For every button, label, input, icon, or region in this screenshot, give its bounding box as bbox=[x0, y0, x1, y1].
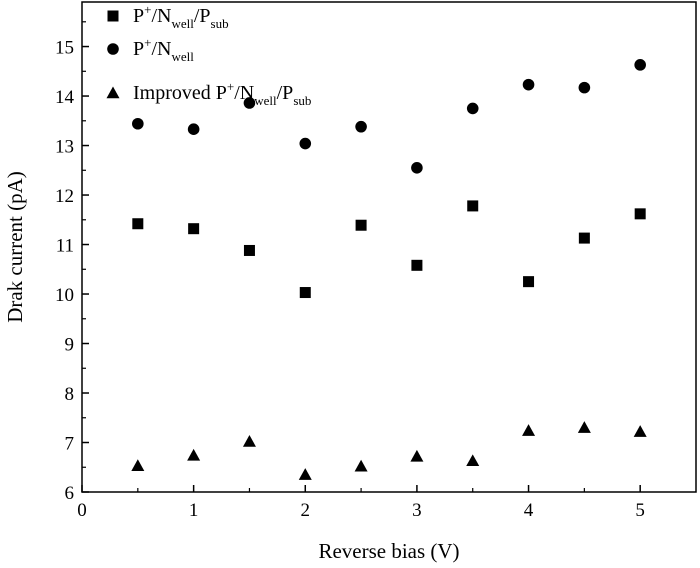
y-tick-label: 15 bbox=[55, 38, 74, 59]
data-point-triangle bbox=[242, 435, 256, 447]
data-point-triangle bbox=[522, 424, 536, 436]
legend-label: Improved P+​/Nwell​/Psub​ bbox=[133, 79, 311, 108]
data-point-square bbox=[523, 276, 535, 288]
y-tick-label: 14 bbox=[55, 87, 75, 108]
data-point-square bbox=[467, 200, 479, 212]
legend-label: P+​/Nwell​/Psub​ bbox=[133, 2, 229, 31]
x-tick-label: 5 bbox=[635, 500, 645, 521]
data-point-triangle bbox=[187, 448, 201, 461]
x-tick-label: 3 bbox=[412, 500, 422, 521]
data-point-square bbox=[578, 232, 590, 244]
data-point-circle bbox=[522, 78, 535, 91]
y-axis-title: Drak current (pA) bbox=[3, 171, 27, 323]
legend: P+​/Nwell​/Psub​ P+​/Nwell​ Improved P+​/N… bbox=[106, 2, 311, 108]
data-point-square bbox=[188, 223, 200, 235]
y-tick-label: 6 bbox=[65, 483, 75, 504]
data-point-square bbox=[132, 218, 144, 230]
plot-frame bbox=[81, 1, 697, 493]
data-point-triangle bbox=[577, 421, 591, 433]
data-point-circle bbox=[411, 162, 423, 174]
x-tick-label: 0 bbox=[77, 500, 87, 521]
data-point-triangle bbox=[131, 459, 145, 471]
y-tick-label: 9 bbox=[65, 335, 75, 356]
x-axis-title: Reverse bias (V) bbox=[318, 539, 459, 563]
legend-label: P+​/Nwell​ bbox=[133, 35, 194, 64]
data-point-circle bbox=[355, 120, 367, 133]
x-tick-label: 2 bbox=[301, 500, 311, 521]
y-tick-label: 8 bbox=[65, 384, 75, 405]
data-point-triangle bbox=[410, 449, 424, 462]
data-point-circle bbox=[187, 123, 200, 136]
y-tick-label: 7 bbox=[65, 434, 75, 455]
data-points bbox=[131, 59, 647, 480]
data-point-triangle bbox=[298, 468, 312, 480]
data-point-circle bbox=[299, 137, 312, 150]
data-point-square bbox=[299, 287, 311, 299]
legend-marker-square bbox=[107, 10, 119, 22]
data-point-square bbox=[634, 208, 646, 220]
data-point-circle bbox=[243, 97, 256, 109]
legend-marker-triangle bbox=[106, 86, 120, 99]
y-tick-label: 10 bbox=[55, 285, 74, 306]
data-point-circle bbox=[466, 102, 479, 115]
data-point-triangle bbox=[466, 454, 480, 467]
data-point-circle bbox=[132, 117, 144, 130]
x-tick-label: 4 bbox=[524, 500, 534, 521]
x-tick-label: 1 bbox=[189, 500, 199, 521]
y-tick-label: 11 bbox=[56, 236, 74, 257]
data-point-square bbox=[243, 244, 255, 256]
data-point-circle bbox=[578, 81, 591, 94]
legend-marker-circle bbox=[107, 43, 119, 55]
data-point-square bbox=[411, 259, 423, 271]
data-point-triangle bbox=[633, 425, 647, 437]
y-tick-label: 12 bbox=[55, 186, 74, 207]
y-tick-label: 13 bbox=[55, 137, 74, 158]
data-point-square bbox=[355, 219, 367, 231]
data-point-triangle bbox=[354, 459, 368, 472]
data-point-circle bbox=[634, 59, 646, 71]
